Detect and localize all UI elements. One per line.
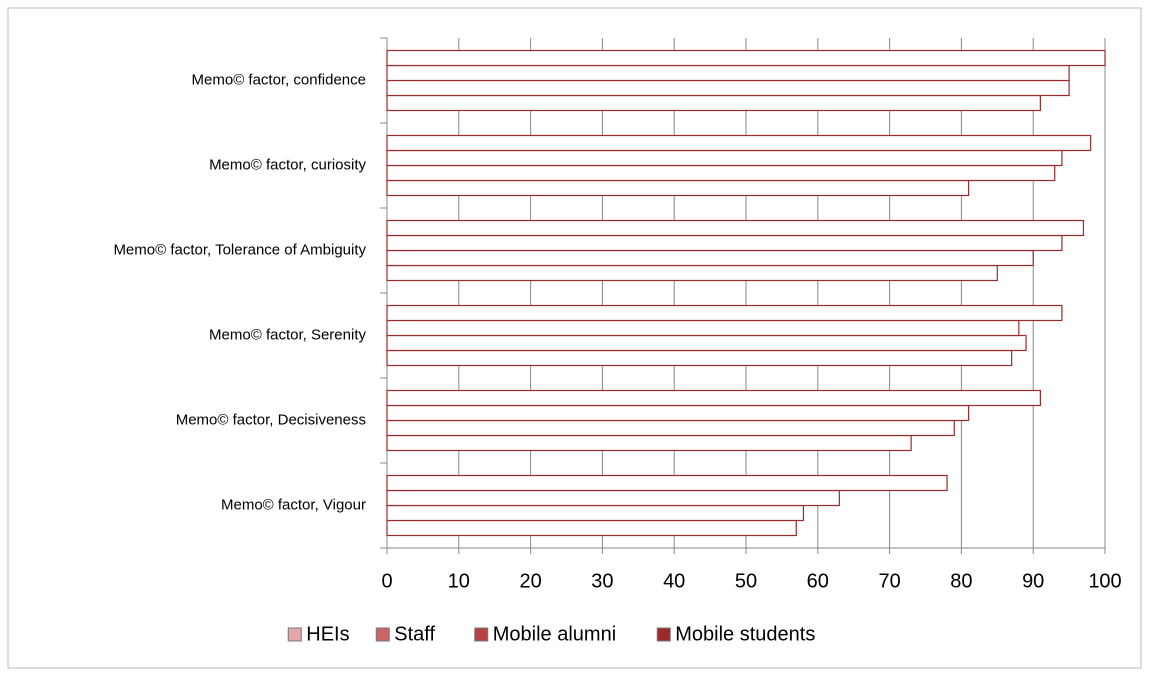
bar [386, 149, 1063, 167]
y-tick-label: Memo© factor, confidence [192, 71, 366, 88]
legend-swatch [375, 627, 390, 642]
x-tick-label: 10 [448, 570, 470, 592]
legend-label: Mobile students [675, 623, 815, 645]
x-tick-label: 100 [1088, 570, 1121, 592]
bar [386, 234, 1063, 252]
bar [386, 219, 1085, 237]
x-tick-label: 0 [381, 570, 392, 592]
bar [386, 249, 1034, 267]
bar [386, 134, 1092, 152]
y-tick-label: Memo© factor, Decisiveness [176, 411, 366, 428]
bar [386, 49, 1106, 67]
bar [386, 519, 797, 537]
y-tick-label: Memo© factor, curiosity [209, 156, 366, 173]
bar [386, 264, 998, 282]
x-tick-label: 60 [807, 570, 829, 592]
x-tick-label: 40 [663, 570, 685, 592]
bar [386, 319, 1020, 337]
bar [386, 304, 1063, 322]
bar [386, 179, 970, 197]
legend-label: Staff [394, 623, 435, 645]
x-tick-label: 30 [591, 570, 613, 592]
x-tick-label: 50 [735, 570, 757, 592]
bar [386, 334, 1027, 352]
y-tick-label: Memo© factor, Vigour [221, 496, 366, 513]
bar [386, 94, 1041, 112]
bar [386, 489, 840, 507]
legend-label: HEIs [306, 623, 349, 645]
legend-swatch [656, 627, 671, 642]
bar [386, 504, 805, 522]
x-tick-label: 70 [878, 570, 900, 592]
legend-swatch [287, 627, 302, 642]
bar [386, 404, 970, 422]
x-tick-label: 80 [950, 570, 972, 592]
bar [386, 389, 1041, 407]
x-tick-label: 20 [519, 570, 541, 592]
bar [386, 64, 1070, 82]
legend-swatch [474, 627, 489, 642]
y-tick-label: Memo© factor, Tolerance of Ambiguity [113, 241, 366, 258]
legend-label: Mobile alumni [493, 623, 616, 645]
bar [386, 349, 1013, 367]
y-tick-label: Memo© factor, Serenity [209, 326, 366, 343]
bar [386, 79, 1070, 97]
bar [386, 419, 955, 437]
x-tick-label: 90 [1022, 570, 1044, 592]
bar [386, 164, 1056, 182]
bar [386, 434, 912, 452]
bar [386, 474, 948, 492]
